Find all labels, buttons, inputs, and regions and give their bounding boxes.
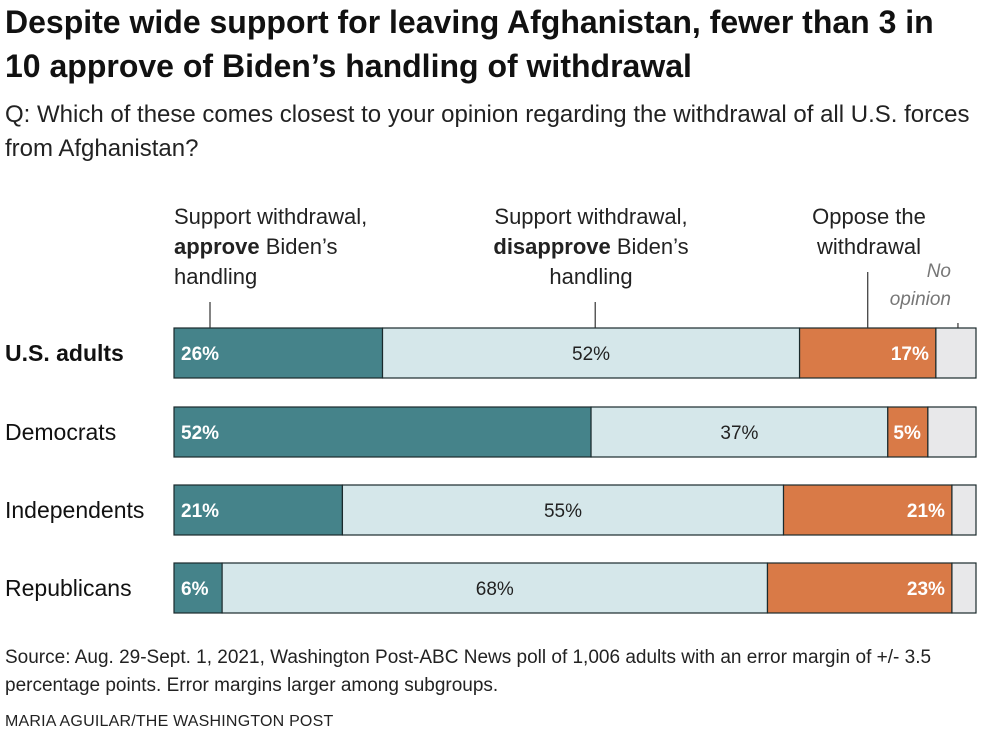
data-label: 5%	[893, 423, 921, 444]
bar-u-s-adults-series-1	[173, 327, 384, 379]
legend-label: approve Biden’s	[174, 234, 337, 259]
legend-text-part: Oppose the	[812, 204, 926, 229]
category-label: U.S. adults	[5, 340, 124, 366]
chart-title: Despite wide support for leaving Afghani…	[5, 4, 934, 84]
legend-label: No	[927, 261, 951, 282]
legend-text-part: No	[927, 261, 951, 282]
legend-text-part: Biden’s	[611, 234, 689, 259]
legend-label: disapprove Biden’s	[493, 234, 688, 259]
stacked-bar-chart: U.S. adults 26% 52% 17% Democrats 52% 37% 5% Ind…	[5, 204, 977, 614]
data-label: 52%	[572, 344, 610, 365]
data-label: 21%	[907, 501, 945, 522]
bar-republicans-series-1	[173, 562, 223, 614]
question-text: Q: Which of these comes closest to your …	[5, 101, 970, 162]
legend-text-part: Support withdrawal,	[494, 204, 687, 229]
legend-text-part: handling	[174, 264, 257, 289]
bar-democrats-series-1	[173, 406, 592, 458]
data-label: 68%	[476, 579, 514, 600]
legend-text-part: Biden’s	[260, 234, 338, 259]
legend-label: handling	[174, 264, 257, 289]
legend-label: Support withdrawal,	[494, 204, 687, 229]
category-label: Republicans	[5, 575, 132, 601]
legend-text-part: disapprove	[493, 234, 610, 259]
legend-text-part: withdrawal	[816, 234, 921, 259]
bar-independents-series-4	[951, 484, 977, 536]
legend-text-part: approve	[174, 234, 260, 259]
legend-label: Support withdrawal,	[174, 204, 367, 229]
category-label: Independents	[5, 497, 144, 523]
category-label: Democrats	[5, 419, 116, 445]
data-label: 52%	[181, 423, 219, 444]
bar-republicans-series-2	[221, 562, 769, 614]
bar-republicans-series-3	[766, 562, 953, 614]
legend-label: Oppose the	[812, 204, 926, 229]
bar-u-s-adults-series-2	[381, 327, 801, 379]
data-label: 26%	[181, 344, 219, 365]
source-note: Source: Aug. 29-Sept. 1, 2021, Washingto…	[5, 647, 932, 696]
data-label: 23%	[907, 579, 945, 600]
legend-label: opinion	[890, 289, 951, 310]
bar-democrats-series-4	[927, 406, 977, 458]
bar-independents-series-2	[341, 484, 785, 536]
legend-text-part: opinion	[890, 289, 951, 310]
data-label: 17%	[891, 344, 929, 365]
legend-text-part: handling	[549, 264, 632, 289]
bar-u-s-adults-series-4	[935, 327, 977, 379]
data-label: 55%	[544, 501, 582, 522]
legend-label: withdrawal	[816, 234, 921, 259]
bar-democrats-series-2	[590, 406, 889, 458]
data-label: 37%	[720, 423, 758, 444]
legend-text-part: Support withdrawal,	[174, 204, 367, 229]
bar-democrats-series-3	[887, 406, 929, 458]
legend-label: handling	[549, 264, 632, 289]
bar-independents-series-1	[173, 484, 344, 536]
data-label: 6%	[181, 579, 209, 600]
credit-line: MARIA AGUILAR/THE WASHINGTON POST	[5, 713, 334, 730]
bar-republicans-series-4	[951, 562, 977, 614]
data-label: 21%	[181, 501, 219, 522]
